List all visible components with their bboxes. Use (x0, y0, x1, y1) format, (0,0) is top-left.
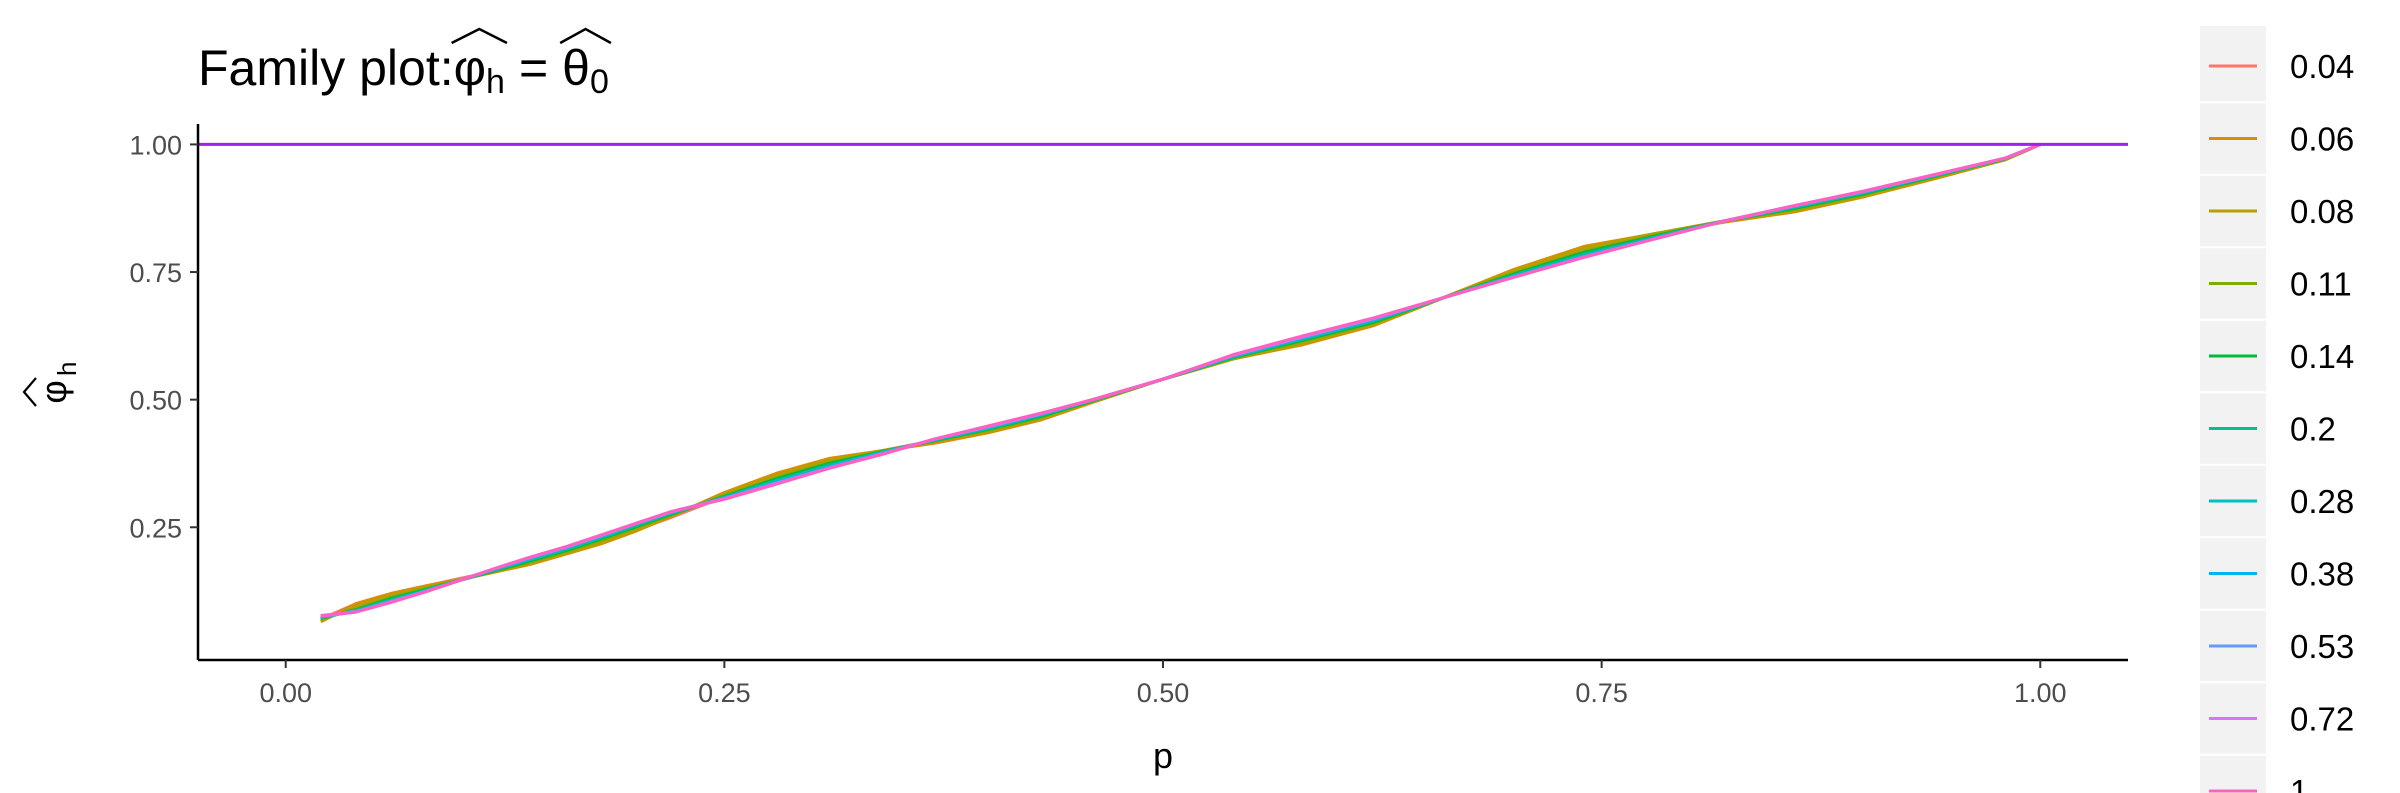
x-tick-label: 0.00 (259, 678, 312, 708)
y-tick-label: 0.50 (129, 386, 182, 416)
axes: 0.00 0.25 0.50 0.75 1.00 0.25 0.50 0.75 1.00 p φh (22, 124, 2128, 776)
y-tick-label: 0.75 (129, 258, 182, 288)
legend: 0.04 0.06 0.08 0.11 0.14 0.2 0.28 0.38 0.53 0.72 1 (2200, 26, 2354, 793)
y-tick-label: 0.25 (129, 513, 182, 543)
title-equals: = (519, 40, 548, 96)
y-axis-title-sub: h (52, 362, 82, 376)
title-phi-sub: h (486, 63, 505, 101)
legend-label-0.11: 0.11 (2290, 266, 2352, 303)
x-axis-title: p (1153, 735, 1173, 776)
legend-label-0.08: 0.08 (2290, 193, 2354, 230)
series-line-1 (320, 142, 2041, 618)
title-hat-phi (451, 27, 508, 45)
legend-label-0.06: 0.06 (2290, 121, 2354, 158)
x-tick-label: 0.25 (698, 678, 751, 708)
y-axis-title-hat (22, 377, 37, 407)
chart-title: Family plot: φ h = θ 0 (198, 27, 612, 101)
y-axis-title: φh (22, 362, 82, 407)
legend-label-0.72: 0.72 (2290, 701, 2354, 738)
series-line-0.2 (320, 142, 2041, 620)
y-tick-label: 1.00 (129, 130, 182, 160)
x-tick-label: 0.50 (1137, 678, 1190, 708)
x-tick-label: 0.75 (1575, 678, 1628, 708)
legend-label-1: 1 (2290, 773, 2308, 793)
title-theta-sub: 0 (590, 63, 609, 101)
legend-label-0.2: 0.2 (2290, 411, 2336, 448)
legend-label-0.14: 0.14 (2290, 338, 2354, 375)
legend-label-0.28: 0.28 (2290, 483, 2354, 520)
title-theta: θ (562, 40, 590, 96)
x-tick-label: 1.00 (2014, 678, 2067, 708)
series-line-0.14 (320, 142, 2041, 620)
title-phi: φ (454, 40, 486, 96)
series-line-0.11 (320, 142, 2041, 621)
plot-area (198, 142, 2128, 624)
y-axis-title-phi: φ (33, 380, 74, 403)
legend-label-0.04: 0.04 (2290, 48, 2354, 85)
legend-label-0.53: 0.53 (2290, 628, 2354, 665)
legend-key-background (2200, 26, 2266, 793)
legend-label-0.38: 0.38 (2290, 556, 2354, 593)
title-prefix: Family plot: (198, 40, 454, 96)
title-hat-theta (559, 27, 612, 45)
